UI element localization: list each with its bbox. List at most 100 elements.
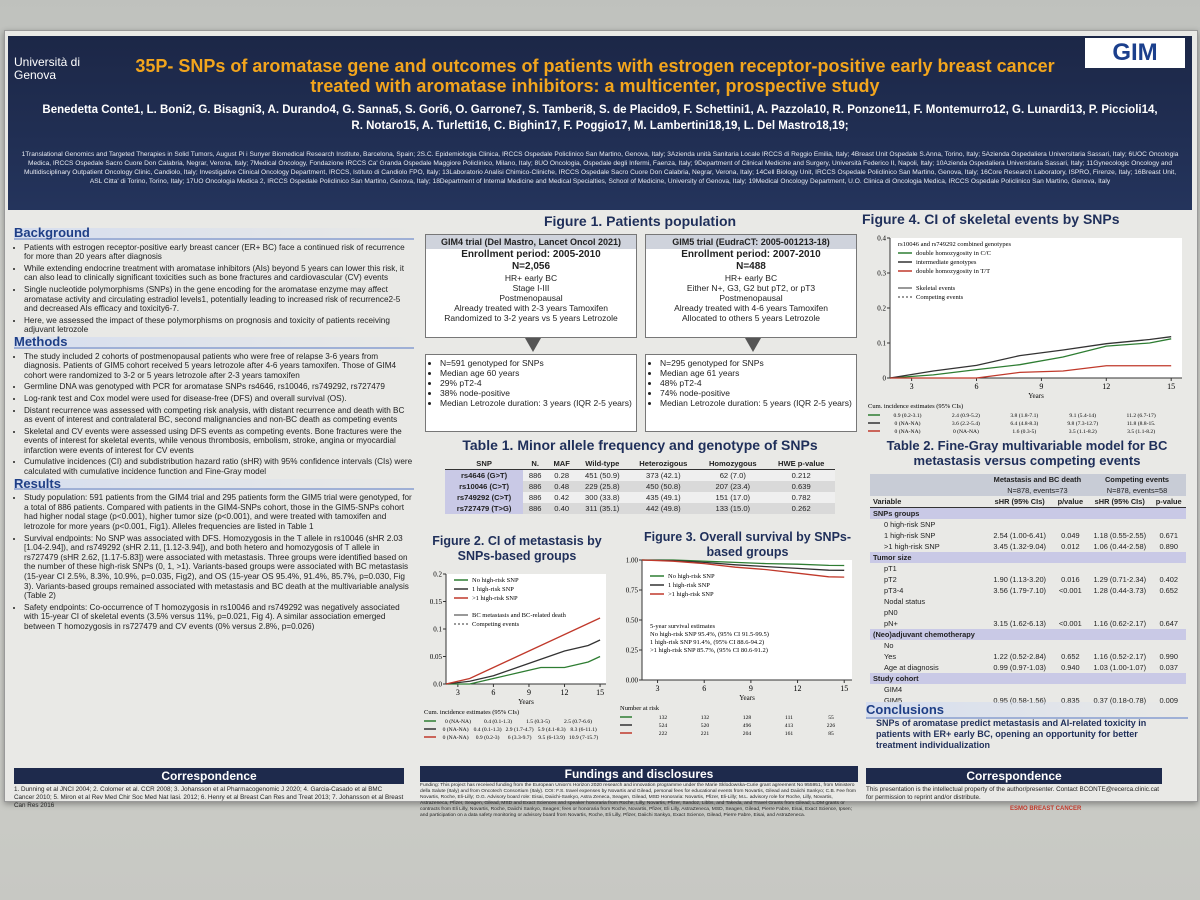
references: 1. Dunning et al JNCI 2004; 2. Colomer e… xyxy=(14,786,404,809)
cell: rs727479 (T>G) xyxy=(445,503,524,514)
row: >1 high-risk SNP 3.45 (1.32-9.04) 0.012 1.0… xyxy=(870,541,1186,552)
heading: Conclusions xyxy=(866,702,1188,719)
cell: pT3-4 xyxy=(884,586,904,595)
note: 5-year survival estimates xyxy=(650,623,715,630)
cell: 886 xyxy=(528,504,542,513)
row: SNPs groups xyxy=(870,507,1186,520)
series-line xyxy=(445,617,601,685)
list-item: Study population: 591 patients from the … xyxy=(24,493,414,531)
table-cell: 2.4 (0.9-5.2) xyxy=(952,412,980,419)
x-axis-label: Years xyxy=(518,698,534,706)
table-cell: 0 (NA-NA) xyxy=(445,718,471,725)
row: pN+ 3.15 (1.62-6.13) <0.001 1.16 (0.62-2.17… xyxy=(870,618,1186,629)
trial-name: GIM5 trial (EudraCT: 2005-001213-18) xyxy=(646,235,856,249)
legend-label: >1 high-risk SNP xyxy=(472,595,518,602)
row: (Neo)adjuvant chemotherapy xyxy=(870,629,1186,640)
cell: <0.001 xyxy=(1058,619,1082,628)
cell xyxy=(1151,607,1186,618)
table-cell: 9.5 (6-13.9) xyxy=(538,734,565,741)
header xyxy=(8,36,1192,210)
cell: 1.90 (1.13-3.20) xyxy=(993,575,1047,584)
group-cell: Metastasis and BC death xyxy=(993,475,1082,484)
group-cell: N=878, events=58 xyxy=(1106,486,1168,495)
y-tick-label: 0.3 xyxy=(877,270,886,278)
list-item: Survival endpoints: No SNP was associate… xyxy=(24,534,414,601)
criterion: Postmenopausal xyxy=(719,293,783,303)
legend-label: No high-risk SNP xyxy=(472,577,519,584)
row: pT2 1.90 (1.13-3.20) 0.016 1.29 (0.71-2.34)… xyxy=(870,574,1186,585)
cell xyxy=(1053,629,1088,640)
x-tick-label: 12 xyxy=(1102,382,1110,391)
trial-box: GIM5 trial (EudraCT: 2005-001213-18) Enro… xyxy=(645,234,857,338)
table-cell: 2.9 (1.7-4.7) xyxy=(506,726,534,733)
list-item: 48% pT2-4 xyxy=(660,378,856,388)
cell: 1.28 (0.44-3.73) xyxy=(1093,586,1147,595)
table-cell: 2.5 (0.7-6.6) xyxy=(564,718,592,725)
cell: >1 high-risk SNP xyxy=(884,542,940,551)
cell: 0.95 (0.58-1.56) xyxy=(993,696,1047,705)
cell: 0.40 xyxy=(554,504,570,513)
cell: 0.28 xyxy=(554,471,570,480)
x-tick-label: 6 xyxy=(491,688,495,697)
y-tick-label: 0.25 xyxy=(626,647,639,655)
header-cell: Wild-type xyxy=(585,459,620,468)
cell: 0.48 xyxy=(554,482,570,491)
cell: 435 (49.1) xyxy=(646,493,681,502)
list-item: Distant recurrence was assessed with com… xyxy=(24,406,414,425)
list-item: Median Letrozole duration: 5 years (IQR … xyxy=(660,398,856,408)
cell xyxy=(1151,563,1186,574)
cell: Study cohort xyxy=(873,674,919,683)
list: Patients with estrogen receptor-positive… xyxy=(14,243,414,335)
cell: 0.940 xyxy=(1061,663,1080,672)
chart: 0 0.1 0.2 0.3 0.4 3 6 9 12 15 Years rs10046 and rs7… xyxy=(868,235,1182,435)
legend-label: Competing events xyxy=(916,294,964,301)
cell xyxy=(1053,519,1088,530)
criterion: Already treated with 4-6 years Tamoxifen xyxy=(674,303,828,313)
cell: rs10046 (C>T) xyxy=(445,481,524,492)
cell xyxy=(1151,552,1186,563)
row: No xyxy=(870,640,1186,651)
cell xyxy=(987,552,1053,563)
cell: 451 (50.9) xyxy=(585,471,620,480)
plot-area xyxy=(642,560,852,680)
x-tick-label: 6 xyxy=(975,382,979,391)
cell xyxy=(1088,519,1151,530)
table-cell: 222 xyxy=(659,731,668,737)
criterion: Randomized to 3-2 years vs 5 years Letro… xyxy=(444,313,618,323)
cell xyxy=(870,485,987,496)
figure-title: Figure 1. Patients population xyxy=(543,213,737,229)
cell: 1.22 (0.52-2.84) xyxy=(993,652,1047,661)
heading: Methods xyxy=(14,335,414,349)
chart: 0.00 0.25 0.50 0.75 1.00 3 6 9 12 15 Years No high-… xyxy=(620,557,852,737)
fundings-bar: Fundings and disclosures xyxy=(420,766,858,782)
cell: 0.782 xyxy=(791,493,811,502)
group-cell: N=878, events=73 xyxy=(1007,486,1068,495)
row: Nodal status xyxy=(870,596,1186,607)
figure-title: Figure 2. CI of metastasis by SNPs-based… xyxy=(432,534,602,563)
cell: 0.835 xyxy=(1061,696,1080,705)
cell: pT1 xyxy=(884,564,897,573)
cell xyxy=(987,607,1053,618)
cell: 62 (7.0) xyxy=(719,471,746,480)
cell: 1.03 (1.00-1.07) xyxy=(1093,663,1147,672)
table-cell: 226 xyxy=(827,723,836,729)
group-cell: Competing events xyxy=(1104,475,1170,484)
list: Study population: 591 patients from the … xyxy=(14,493,414,631)
x-tick-label: 9 xyxy=(1039,382,1043,391)
authors: Benedetta Conte1, L. Boni2, G. Bisagni3,… xyxy=(42,104,1158,132)
list-item: 38% node-positive xyxy=(440,388,636,398)
series-line xyxy=(889,338,1172,379)
cell xyxy=(1088,673,1151,684)
table-cell: 1.5 (0.3-5) xyxy=(526,718,550,725)
row: Age at diagnosis 0.99 (0.97-1.03) 0.940 1.0… xyxy=(870,662,1186,673)
cell xyxy=(1053,552,1088,563)
cell: SNPs groups xyxy=(873,509,920,518)
cell xyxy=(1151,508,1186,520)
table-cell: 128 xyxy=(743,715,752,721)
series-line xyxy=(641,559,845,578)
header-cell: Homozygous xyxy=(708,459,757,468)
cell: (Neo)adjuvant chemotherapy xyxy=(873,630,975,639)
table-cell: 221 xyxy=(701,731,710,737)
cell: 3.15 (1.62-6.13) xyxy=(993,619,1047,628)
